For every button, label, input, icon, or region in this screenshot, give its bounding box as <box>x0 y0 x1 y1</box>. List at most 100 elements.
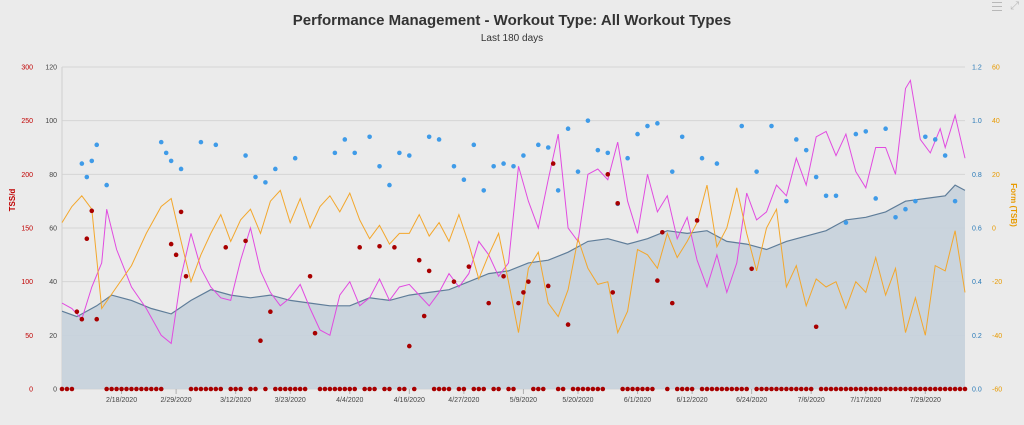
if-point <box>784 198 789 204</box>
ctl-tick-label: 40 <box>49 279 57 286</box>
if-point <box>873 196 878 201</box>
if-tick-label: 1.2 <box>972 65 982 72</box>
tss-point <box>84 236 90 242</box>
tss-point <box>337 386 343 392</box>
tss-point <box>952 386 958 392</box>
tss-point <box>739 386 745 392</box>
form-tick-label: 20 <box>992 172 1000 179</box>
if-point <box>158 139 164 145</box>
if-tick-label: 0.8 <box>972 172 982 179</box>
tss-point <box>297 386 303 392</box>
tss-point <box>59 386 65 392</box>
tss-point <box>188 386 194 392</box>
tss-point <box>421 313 427 319</box>
if-point <box>79 161 85 166</box>
tss-point <box>436 386 442 392</box>
tss-point <box>332 386 338 392</box>
tss-point <box>560 386 566 392</box>
tss-point <box>203 386 209 392</box>
if-point <box>893 214 898 220</box>
if-point <box>511 163 516 169</box>
if-point <box>595 147 601 153</box>
tss-point <box>253 386 258 392</box>
tss-point <box>660 229 665 235</box>
tss-point <box>883 386 888 392</box>
tss-point <box>431 386 437 392</box>
if-point <box>913 198 918 204</box>
if-point <box>585 118 591 123</box>
tss-point <box>144 386 149 392</box>
tss-point <box>327 386 333 392</box>
x-tick-label: 4/16/2020 <box>394 397 425 404</box>
tss-tick-label: 300 <box>21 65 33 72</box>
if-point <box>823 193 829 199</box>
expand-icon[interactable]: ⤢ <box>1010 0 1019 12</box>
if-point <box>178 166 184 172</box>
if-point <box>84 174 90 180</box>
tss-point <box>198 386 204 392</box>
x-tick-label: 3/23/2020 <box>275 397 306 404</box>
if-point <box>263 180 268 185</box>
tss-point <box>387 386 392 392</box>
tss-tick-label: 200 <box>21 172 33 179</box>
tss-point <box>342 386 348 392</box>
ctl-tick-label: 60 <box>49 226 57 233</box>
tss-point <box>873 386 878 392</box>
tss-point <box>506 386 511 392</box>
tss-point <box>555 386 561 392</box>
tss-axis-title: TSS/d <box>8 189 17 212</box>
tss-point <box>605 172 611 177</box>
tss-point <box>684 386 690 392</box>
tss-point <box>779 386 784 392</box>
tss-point <box>411 386 417 392</box>
tss-point <box>451 279 457 284</box>
ctl-tick-label: 0 <box>53 387 57 394</box>
if-point <box>813 174 819 180</box>
tss-point <box>858 386 864 392</box>
tss-point <box>893 386 898 392</box>
tss-point <box>908 386 913 392</box>
tss-point <box>590 386 596 392</box>
tss-point <box>794 386 799 392</box>
tss-point <box>764 386 769 392</box>
if-point <box>833 193 839 199</box>
tss-point <box>377 243 382 249</box>
if-tick-label: 0.6 <box>972 226 982 233</box>
tss-point <box>689 386 695 392</box>
x-tick-label: 2/18/2020 <box>106 397 137 404</box>
menu-icon[interactable] <box>992 2 1002 11</box>
if-point <box>397 150 402 156</box>
if-point <box>739 123 745 129</box>
tss-point <box>719 386 725 392</box>
if-point <box>501 161 506 166</box>
tss-point <box>441 386 447 392</box>
if-point <box>461 177 467 182</box>
ctl-tick-label: 20 <box>49 333 57 340</box>
if-point <box>655 121 660 126</box>
tss-point <box>193 386 199 392</box>
x-tick-label: 6/12/2020 <box>677 397 708 404</box>
if-point <box>863 129 869 134</box>
tss-point <box>278 386 283 392</box>
tss-point <box>79 316 85 322</box>
tss-point <box>114 386 119 392</box>
tss-point <box>655 278 660 283</box>
tss-point <box>704 386 710 392</box>
tss-point <box>466 264 472 269</box>
if-point <box>342 137 348 142</box>
tss-point <box>937 386 943 392</box>
tss-point <box>317 386 323 392</box>
tss-point <box>923 386 928 392</box>
tss-tick-label: 150 <box>21 226 33 233</box>
tss-point <box>124 386 129 392</box>
tss-point <box>957 386 963 392</box>
tss-point <box>774 386 779 392</box>
if-point <box>669 169 675 174</box>
tss-point <box>932 386 938 392</box>
if-point <box>625 155 630 161</box>
tss-point <box>282 386 288 392</box>
tss-point <box>729 386 735 392</box>
if-point <box>292 155 298 161</box>
tss-point <box>501 274 506 279</box>
tss-point <box>769 386 774 392</box>
